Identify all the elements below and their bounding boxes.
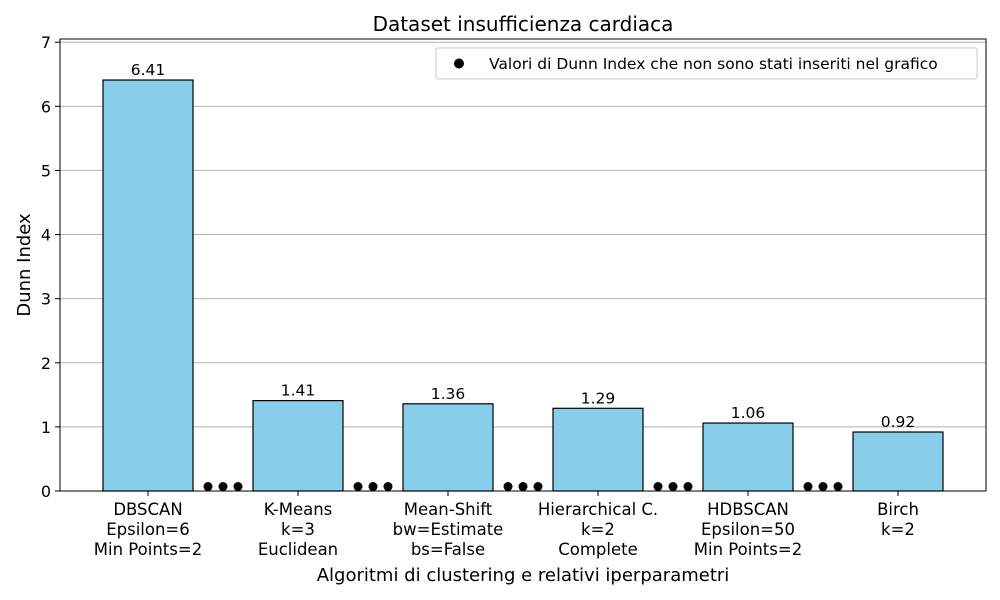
y-tick-label: 3 <box>41 290 51 309</box>
omitted-value-dot <box>668 482 678 492</box>
x-axis-label: Algoritmi di clustering e relativi iperp… <box>317 565 730 586</box>
bar-value-labels: 6.41 1.41 1.36 1.29 1.06 0.92 <box>131 61 916 431</box>
x-tick-label: Epsilon=6 <box>106 520 190 539</box>
bar <box>852 431 944 492</box>
bar <box>552 407 644 492</box>
omitted-value-dot <box>353 482 363 492</box>
x-tick-label: Hierarchical C. <box>538 500 658 519</box>
x-tick-label: Complete <box>558 540 638 559</box>
omitted-value-markers <box>203 482 843 492</box>
y-tick-label: 4 <box>41 226 51 245</box>
bars <box>102 79 944 492</box>
bar <box>252 400 344 492</box>
omitted-value-dot <box>503 482 513 492</box>
x-tick-label: bw=Estimate <box>393 520 504 539</box>
bar <box>702 422 794 492</box>
omitted-value-dot <box>368 482 378 492</box>
bar-value-label: 0.92 <box>881 413 916 431</box>
y-axis-label: Dunn Index <box>14 213 35 317</box>
x-tick-label: k=2 <box>881 520 915 539</box>
grid-lines <box>60 41 986 492</box>
omitted-value-dot <box>653 482 663 492</box>
y-tick-label: 6 <box>41 97 51 116</box>
omitted-value-dot <box>683 482 693 492</box>
legend-dot-icon <box>454 58 464 69</box>
omitted-value-dot <box>803 482 813 492</box>
bar <box>402 403 494 492</box>
y-tick-label: 7 <box>41 33 51 52</box>
x-tick-label: K-Means <box>264 500 333 519</box>
x-tick-label: Euclidean <box>258 540 338 559</box>
bar-value-label: 1.29 <box>581 389 616 407</box>
x-tick-label: DBSCAN <box>113 500 182 519</box>
omitted-value-dot <box>533 482 543 492</box>
x-tick-label: k=3 <box>281 520 315 539</box>
x-tick-label: HDBSCAN <box>707 500 789 519</box>
omitted-value-dot <box>218 482 228 492</box>
x-tick-label: k=2 <box>581 520 615 539</box>
y-axis-ticks: 0 1 2 3 4 5 6 7 <box>41 33 60 501</box>
x-tick-label: Mean-Shift <box>404 500 493 519</box>
x-tick-label: Min Points=2 <box>94 540 202 559</box>
plot-frame <box>59 38 987 492</box>
omitted-value-dot <box>383 482 393 492</box>
legend-entry-label: Valori di Dunn Index che non sono stati … <box>489 55 938 73</box>
omitted-value-dot <box>833 482 843 492</box>
bar-value-label: 6.41 <box>131 61 166 79</box>
x-tick-label: bs=False <box>411 540 485 559</box>
legend: Valori di Dunn Index che non sono stati … <box>435 47 978 80</box>
y-tick-label: 2 <box>41 354 51 373</box>
bar <box>102 79 194 492</box>
bar-value-label: 1.41 <box>281 382 316 400</box>
omitted-value-dot <box>518 482 528 492</box>
y-tick-label: 5 <box>41 161 51 180</box>
x-tick-label: Min Points=2 <box>694 540 802 559</box>
legend-box <box>435 47 978 80</box>
y-tick-label: 0 <box>41 482 51 501</box>
x-tick-label: Birch <box>877 500 919 519</box>
chart-title: Dataset insufficienza cardiaca <box>373 12 674 36</box>
bar-value-label: 1.06 <box>731 404 766 422</box>
x-tick-label: Epsilon=50 <box>701 520 795 539</box>
y-tick-label: 1 <box>41 418 51 437</box>
omitted-value-dot <box>233 482 243 492</box>
omitted-value-dot <box>818 482 828 492</box>
omitted-value-dot <box>203 482 213 492</box>
bar-value-label: 1.36 <box>431 385 466 403</box>
